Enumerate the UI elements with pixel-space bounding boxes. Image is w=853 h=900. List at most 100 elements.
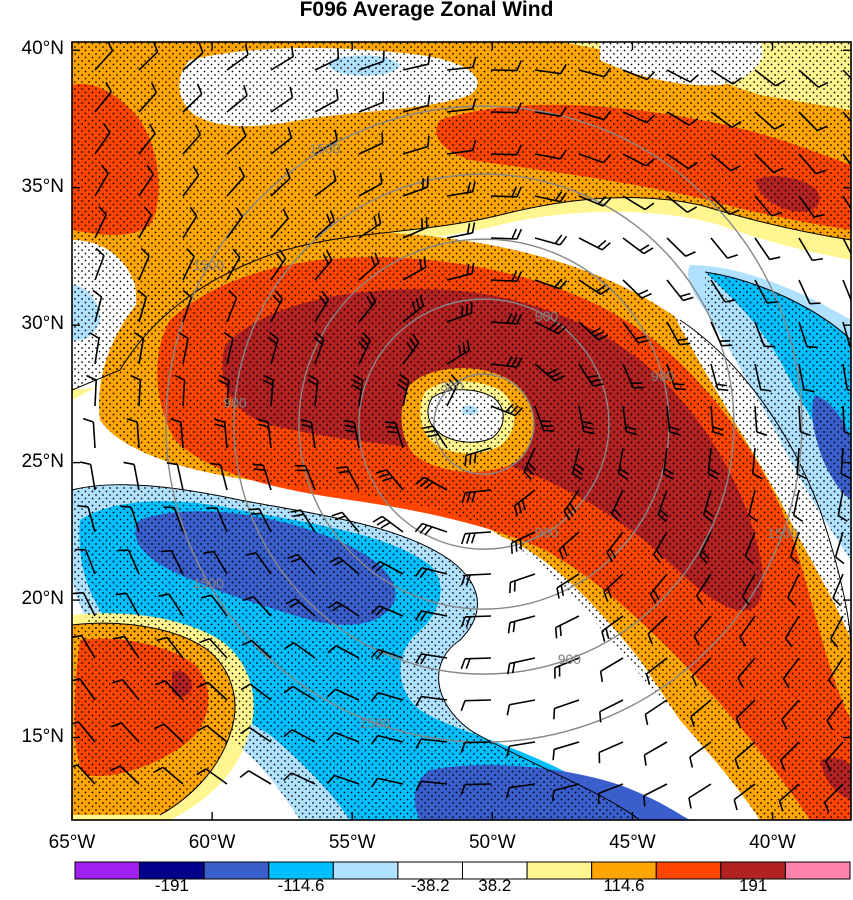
map-title: F096 Average Zonal Wind: [299, 0, 554, 21]
wind-barb-shaft: [402, 63, 429, 71]
wind-barb-flag: [793, 514, 804, 523]
wind-barb-flag: [292, 513, 304, 518]
wind-barb-shaft: [666, 153, 689, 170]
wind-barb-flag: [412, 333, 420, 344]
wind-barb-flag: [558, 280, 568, 290]
wind-barb-shaft: [138, 255, 150, 281]
wind-barb-flag: [682, 296, 694, 302]
wind-barb-shaft: [787, 573, 800, 598]
wind-barb-shaft: [138, 92, 158, 113]
wind-barb-flag: [239, 770, 250, 778]
wind-barb-flag: [148, 123, 156, 134]
wind-barb-flag: [582, 425, 594, 430]
wind-barb-flag: [290, 557, 302, 563]
wind-barb-flag: [552, 749, 555, 761]
colorbar-swatch: [462, 861, 528, 880]
wind-barb-flag: [263, 374, 274, 381]
wind-barb-flag: [840, 473, 851, 480]
wind-barb-shaft: [219, 464, 228, 491]
wind-barb-flag: [192, 165, 200, 176]
ring-label: 1500: [360, 715, 391, 731]
wind-barb-flag: [826, 720, 834, 731]
wind-barb-flag: [511, 186, 518, 197]
wind-barb-shaft: [734, 741, 756, 760]
wind-barb-shaft: [696, 573, 712, 597]
wind-barb-shaft: [122, 679, 140, 701]
wind-barb-flag: [521, 499, 527, 511]
wind-barb-shaft: [693, 615, 712, 637]
wind-barb-shaft: [138, 338, 145, 365]
wind-barb-shaft: [162, 766, 184, 785]
wind-barb-shaft: [509, 741, 536, 747]
wind-barb-flag: [516, 271, 523, 282]
colorbar-label: 38.2: [478, 876, 512, 895]
latitude-label: 15°N: [21, 725, 64, 747]
wind-barb-flag: [458, 344, 462, 356]
wind-barb-shaft: [182, 215, 198, 239]
wind-barb-flag: [516, 102, 522, 113]
wind-barb-flag: [424, 526, 433, 536]
wind-barb-shaft: [226, 176, 245, 197]
wind-barb-flag: [423, 256, 427, 268]
wind-barb-flag: [677, 338, 689, 342]
wind-barb-shaft: [754, 237, 771, 260]
wind-barb-shaft: [130, 506, 140, 533]
wind-barb-flag: [95, 247, 105, 257]
wind-barb-shaft: [335, 645, 360, 659]
wind-barb-flag: [471, 139, 477, 151]
wind-barb-shaft: [136, 422, 140, 449]
wind-barb-shaft: [710, 153, 732, 172]
ring-label: 900: [535, 524, 559, 540]
wind-barb-flag: [505, 787, 511, 799]
wind-barb-flag: [384, 421, 396, 424]
colorbar-swatch: [332, 861, 399, 880]
wind-barb-shaft: [792, 489, 800, 516]
wind-barb-shaft: [421, 780, 448, 785]
longitude-label: 65°W: [48, 832, 96, 853]
wind-barb-shaft: [94, 255, 105, 281]
wind-barb-flag: [643, 754, 647, 766]
wind-barb-flag: [790, 555, 800, 565]
wind-barb-shaft: [402, 145, 429, 155]
ring-label: 300: [440, 378, 464, 394]
wind-barb-shaft: [798, 111, 818, 132]
wind-barb-shaft: [94, 173, 109, 197]
wind-barb-flag: [369, 292, 377, 303]
wind-barb-shaft: [125, 592, 140, 617]
wind-barb-flag: [123, 461, 135, 466]
wind-barb-flag: [618, 472, 629, 480]
wind-barb-flag: [345, 429, 357, 434]
wind-barb-shaft: [138, 173, 155, 197]
wind-barb-flag: [507, 663, 511, 675]
wind-barb-flag: [669, 431, 681, 436]
wind-barb-shaft: [402, 104, 429, 113]
wind-barb-shaft: [80, 635, 96, 659]
wind-barb-flag: [465, 616, 471, 628]
wind-barb-flag: [516, 186, 523, 198]
wind-barb-shaft: [754, 405, 758, 432]
wind-barb-shaft: [446, 108, 473, 113]
wind-barb-flag: [228, 289, 238, 299]
wind-barb-flag: [218, 374, 230, 381]
wind-barb-flag: [326, 213, 332, 225]
wind-barb-flag: [278, 249, 287, 259]
wind-barb-flag: [596, 284, 606, 293]
wind-barb-flag: [559, 625, 562, 637]
wind-barb-shaft: [690, 699, 712, 718]
wind-barb-shaft: [754, 69, 777, 87]
wind-barb-flag: [816, 125, 828, 132]
wind-barb-flag: [688, 117, 699, 126]
wind-barb-flag: [553, 708, 556, 720]
wind-barb-flag: [509, 582, 512, 594]
wind-barb-shaft: [784, 615, 800, 639]
wind-barb-flag: [238, 166, 245, 177]
wind-barb-flag: [779, 759, 786, 771]
wind-barb-shaft: [76, 764, 96, 785]
wind-barb-flag: [773, 167, 784, 174]
wind-barb-flag: [120, 505, 132, 508]
wind-barb-shaft: [138, 214, 153, 239]
wind-barb-flag: [516, 313, 523, 325]
wind-barb-flag: [645, 673, 651, 685]
contour-south: [72, 484, 641, 820]
wind-barb-flag: [415, 696, 422, 707]
